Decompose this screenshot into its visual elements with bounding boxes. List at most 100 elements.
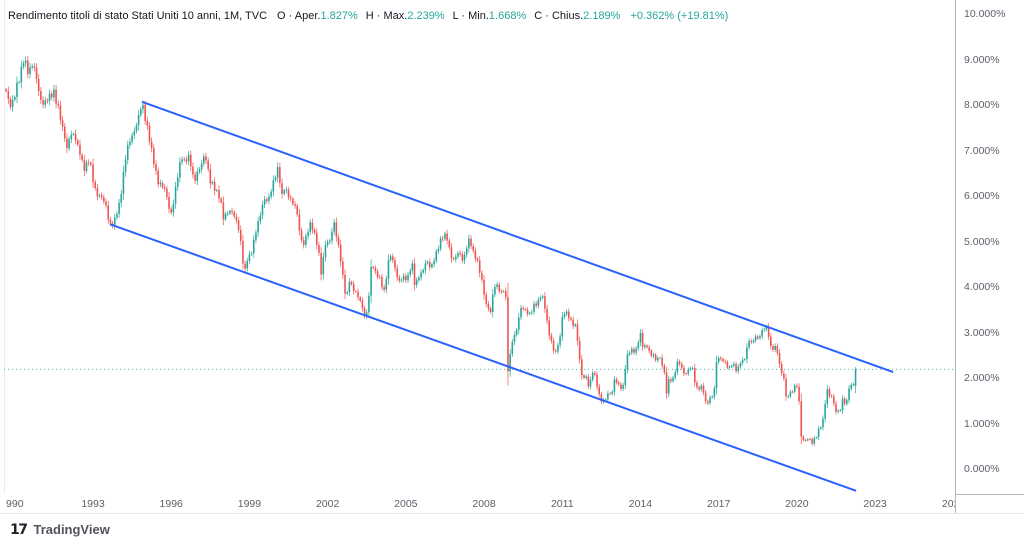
- candle: [20, 60, 23, 89]
- tradingview-logo[interactable]: 17 TradingView: [10, 522, 110, 537]
- candle: [276, 162, 279, 183]
- candle: [559, 333, 561, 349]
- candle: [778, 349, 781, 368]
- trend-channel-upper-line[interactable]: [141, 100, 894, 374]
- candle: [94, 179, 96, 191]
- candle: [528, 311, 531, 316]
- candle: [233, 210, 236, 219]
- candle: [722, 357, 724, 363]
- candle: [789, 389, 792, 399]
- candle: [563, 311, 566, 320]
- candle: [822, 415, 824, 431]
- candle: [578, 336, 581, 364]
- candle: [322, 252, 325, 280]
- candle: [735, 361, 737, 374]
- candle: [594, 370, 596, 377]
- candle: [374, 265, 377, 275]
- price-axis-label: 8.000%: [964, 99, 1000, 111]
- candle: [352, 280, 355, 295]
- candle: [81, 152, 83, 162]
- time-axis-label: 2023: [863, 498, 887, 510]
- candle: [622, 382, 624, 392]
- candle: [296, 203, 299, 217]
- symbol-title: Rendimento titoli di stato Stati Uniti 1…: [8, 10, 268, 22]
- candle: [207, 157, 209, 173]
- candle: [170, 206, 173, 215]
- candlestick-chart[interactable]: [0, 0, 955, 494]
- candle: [548, 316, 551, 340]
- candle: [574, 323, 577, 328]
- candle: [817, 425, 820, 441]
- candle: [359, 295, 362, 303]
- candle: [537, 297, 540, 309]
- candle: [583, 373, 585, 380]
- chart-plot-area[interactable]: [0, 0, 955, 494]
- trend-channel-lower-line[interactable]: [109, 223, 857, 492]
- candle: [29, 62, 31, 79]
- candle: [281, 178, 283, 199]
- candle: [361, 297, 364, 312]
- candle: [150, 137, 153, 153]
- candle: [27, 56, 29, 79]
- candle: [733, 361, 735, 368]
- candle: [491, 289, 494, 318]
- candle: [192, 162, 194, 179]
- candle: [200, 159, 203, 174]
- candle: [224, 211, 227, 222]
- candle: [348, 277, 351, 297]
- candle: [55, 84, 57, 109]
- candle: [511, 339, 514, 357]
- candle: [426, 260, 429, 265]
- candle: [570, 316, 572, 322]
- candle: [339, 239, 342, 267]
- candle: [133, 127, 136, 140]
- candle: [776, 343, 779, 356]
- candle: [452, 257, 455, 261]
- candle: [630, 346, 633, 356]
- candle: [44, 97, 47, 109]
- symbol-legend[interactable]: Rendimento titoli di stato Stati Uniti 1…: [8, 7, 736, 25]
- candle: [468, 234, 470, 253]
- candle: [5, 87, 7, 93]
- time-axis[interactable]: 990 1993 1996 1999 2002 2005 2008 2011 2014 2017 2…: [0, 494, 955, 513]
- candle: [811, 437, 813, 446]
- candle: [326, 239, 329, 248]
- candle: [372, 265, 375, 270]
- candle: [368, 291, 370, 317]
- candle: [581, 354, 583, 380]
- candle: [472, 243, 474, 254]
- candle: [567, 308, 570, 322]
- candle: [802, 435, 805, 442]
- candle: [324, 240, 327, 262]
- ohlc-readout: O · Aper.1.827% H · Max.2.239% L · Min.1.6…: [277, 10, 628, 22]
- candle: [346, 290, 348, 296]
- candle: [48, 89, 51, 106]
- candle: [520, 305, 522, 321]
- price-axis-label: 7.000%: [964, 144, 1000, 157]
- candle: [22, 60, 25, 70]
- candle: [485, 291, 488, 308]
- candle: [461, 251, 464, 264]
- candle: [465, 245, 468, 258]
- price-axis-label: 10.000%: [964, 8, 1006, 20]
- candle: [737, 364, 740, 374]
- candle: [218, 185, 220, 203]
- candle: [702, 382, 705, 396]
- time-axis-label: 1999: [237, 498, 262, 510]
- candle: [194, 171, 196, 185]
- candle: [370, 259, 372, 304]
- candle: [113, 213, 116, 230]
- candle: [761, 327, 763, 340]
- candle: [641, 329, 644, 351]
- candle: [378, 274, 381, 280]
- candle: [85, 159, 88, 174]
- candle: [709, 395, 711, 406]
- candle: [502, 289, 505, 293]
- candle: [35, 63, 38, 84]
- candle: [140, 106, 142, 118]
- candle: [463, 251, 466, 264]
- price-axis[interactable]: 10.000% 9.000% 8.000% 7.000% 6.000% 5.000% 4.0…: [955, 0, 1024, 513]
- candle: [172, 199, 175, 217]
- candle: [707, 399, 709, 405]
- candle: [687, 367, 690, 377]
